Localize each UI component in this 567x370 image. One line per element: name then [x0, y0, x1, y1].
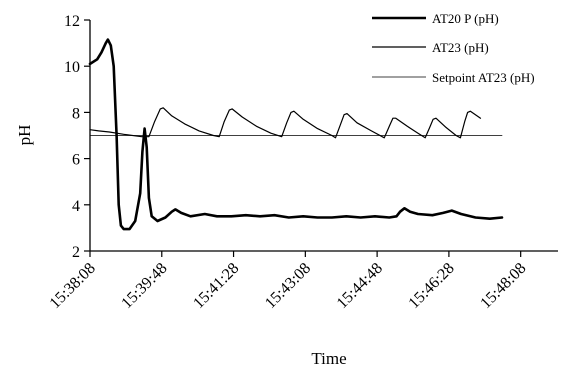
- x-tick-label: 15:44:48: [334, 260, 386, 312]
- series-layer: [88, 38, 504, 231]
- x-axis-title: Time: [311, 349, 346, 368]
- x-tick-label: 15:46:28: [405, 260, 457, 312]
- y-tick-label: 12: [64, 13, 80, 30]
- y-tick-label: 6: [72, 152, 80, 169]
- y-tick-label: 10: [64, 59, 80, 76]
- y-tick-label: 8: [72, 105, 80, 122]
- legend-label-1: AT20 P (pH): [432, 11, 499, 26]
- x-tick-label: 15:43:08: [262, 260, 314, 312]
- legend: AT20 P (pH) AT23 (pH) Setpoint AT23 (pH): [372, 11, 535, 85]
- x-tick-label: 15:39:48: [118, 260, 170, 312]
- series-line-2: [89, 107, 482, 139]
- x-tick-label: 15:48:08: [477, 260, 529, 312]
- x-tick-label: 15:41:28: [190, 260, 242, 312]
- x-tick-label: 15:38:08: [47, 260, 99, 312]
- y-axis-title: pH: [15, 125, 34, 146]
- y-tick-label: 4: [72, 198, 80, 215]
- y-ticks: 2 4 6 8 10 12: [64, 13, 90, 261]
- legend-label-3: Setpoint AT23 (pH): [432, 70, 535, 85]
- legend-label-2: AT23 (pH): [432, 40, 489, 55]
- x-ticks: 15:38:08 15:39:48 15:41:28 15:43:08 15:44:48…: [47, 251, 530, 312]
- y-tick-label: 2: [72, 244, 80, 261]
- series-line-1: [88, 38, 504, 231]
